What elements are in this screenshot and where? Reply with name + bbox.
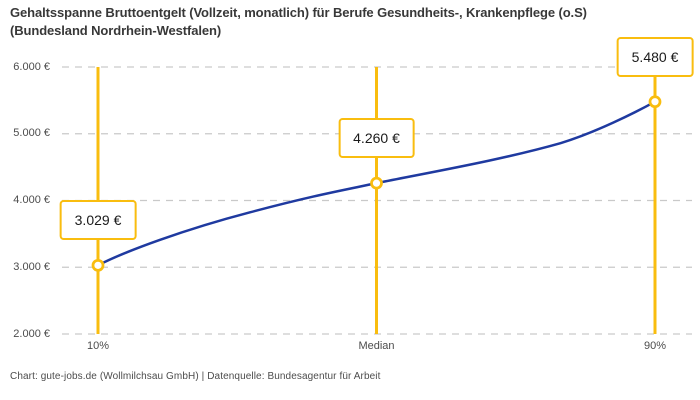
x-axis-category-label: 10% [86, 340, 110, 352]
y-axis-tick-label: 6.000 € [13, 60, 50, 73]
y-axis-tick-label: 3.000 € [13, 260, 50, 273]
value-callout: 3.029 € [59, 200, 137, 241]
y-axis-tick-label: 4.000 € [13, 194, 50, 206]
y-axis-tick-label: 5.000 € [13, 127, 50, 140]
data-point-marker [648, 95, 662, 109]
value-callout: 5.480 € [616, 36, 694, 77]
data-point-marker [91, 258, 105, 272]
value-callout: 4.260 € [338, 118, 415, 159]
chart-attribution: Chart: gute-jobs.de (Wollmilchsau GmbH) … [10, 371, 381, 382]
y-axis-tick-label: 2.000 € [13, 327, 50, 340]
x-axis-category-label: 90% [643, 340, 667, 352]
x-axis-category-label: Median [358, 340, 395, 352]
data-point-marker [370, 176, 383, 190]
chart-title: Gehaltsspanne Bruttoentgelt (Vollzeit, m… [10, 5, 587, 38]
